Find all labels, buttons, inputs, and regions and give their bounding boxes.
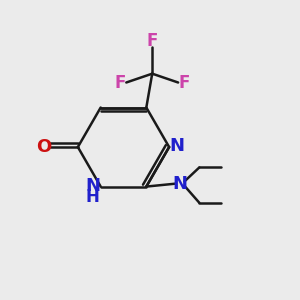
Text: F: F <box>114 74 125 92</box>
Text: N: N <box>169 137 184 155</box>
Text: N: N <box>173 175 188 193</box>
Text: F: F <box>146 32 158 50</box>
Text: H: H <box>85 188 99 206</box>
Text: N: N <box>85 177 100 195</box>
Text: O: O <box>36 138 51 156</box>
Text: F: F <box>179 74 190 92</box>
